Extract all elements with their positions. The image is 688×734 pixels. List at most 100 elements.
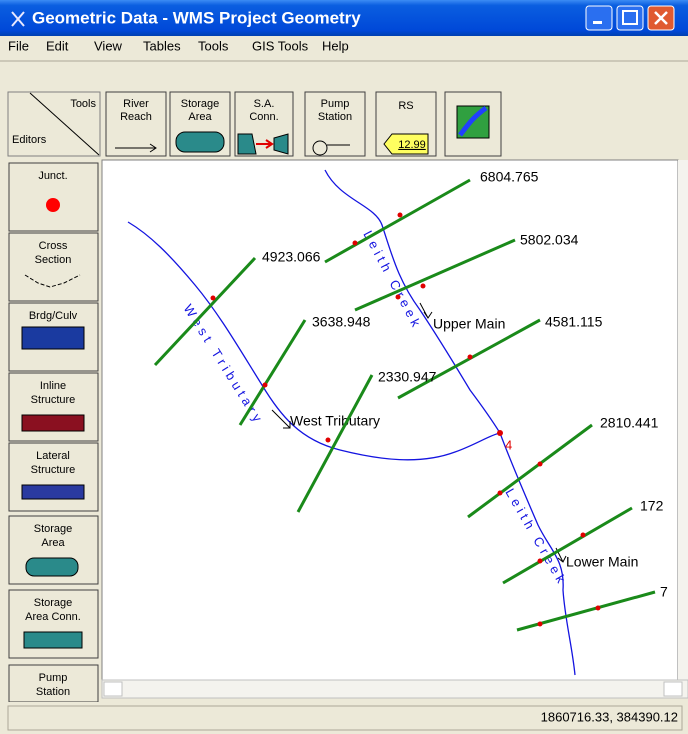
menu-item[interactable]: View xyxy=(94,38,123,53)
menu-item[interactable]: File xyxy=(8,38,29,53)
editor-label: Section xyxy=(35,254,72,266)
icon xyxy=(115,143,157,153)
bank-station xyxy=(595,605,601,611)
editor-label: Structure xyxy=(31,464,76,476)
reach-arrow xyxy=(271,409,291,429)
reach-label: Upper Main xyxy=(433,316,505,332)
bank-station xyxy=(262,382,268,388)
bank-station xyxy=(420,283,426,289)
editor-button[interactable] xyxy=(8,664,99,703)
h-scrollbar[interactable] xyxy=(101,679,688,699)
menu-item[interactable]: GIS Tools xyxy=(252,38,309,53)
maximize-button[interactable] xyxy=(616,5,644,31)
menu-item[interactable]: Edit xyxy=(46,38,69,53)
menu-bar: File Edit View Tables Tools GIS Tools Help xyxy=(8,38,349,53)
button-label: S.A. xyxy=(254,98,275,110)
maximize-glyph xyxy=(622,10,638,25)
scroll-right[interactable] xyxy=(663,681,683,697)
cross-section-label: 6804.765 xyxy=(480,169,539,185)
reach-label: Lower Main xyxy=(566,554,638,570)
cross-section xyxy=(296,374,374,513)
bank-station xyxy=(210,295,216,301)
button-label: Reach xyxy=(120,111,152,123)
cross-section xyxy=(324,178,471,264)
cross-section-label: 4581.115 xyxy=(545,314,603,330)
cross-section-label: 172 xyxy=(640,498,664,514)
map-canvas xyxy=(101,159,679,681)
bank-station xyxy=(395,294,401,300)
reach-arrow xyxy=(419,302,433,319)
editor-label: Junct. xyxy=(38,170,67,182)
bank-station xyxy=(537,461,543,467)
rs-tag xyxy=(383,133,429,155)
icon xyxy=(23,631,83,649)
diagonal xyxy=(29,92,100,156)
junction-label: 4 xyxy=(505,437,512,452)
icon xyxy=(21,484,85,500)
scroll-left[interactable] xyxy=(103,681,123,697)
editor-label: Inline xyxy=(40,380,66,392)
editor-label: Storage xyxy=(34,523,73,535)
v-scrollbar[interactable] xyxy=(678,160,688,680)
status-bar xyxy=(0,702,688,734)
cross-section-label: 2810.441 xyxy=(600,415,659,431)
button-label: River xyxy=(123,98,149,110)
editor-label: Station xyxy=(36,686,70,698)
window-buttons xyxy=(585,5,675,31)
button-label: Area xyxy=(188,111,212,123)
cross-section-label: 7 xyxy=(660,584,668,600)
river-west-tributary xyxy=(127,221,501,461)
button-label: Conn. xyxy=(249,111,278,123)
bank-station xyxy=(325,437,331,443)
bank-station xyxy=(497,490,503,496)
icon xyxy=(24,274,81,288)
window-title: Geometric Data - WMS Project Geometry xyxy=(32,8,361,27)
cross-section xyxy=(153,256,257,367)
button-label: Station xyxy=(318,111,352,123)
icon xyxy=(312,140,328,156)
editors-label: Editors xyxy=(12,134,47,146)
junction-node xyxy=(497,430,503,436)
tools-label: Tools xyxy=(70,98,96,110)
bank-station xyxy=(537,621,543,627)
menu-item[interactable]: Help xyxy=(322,38,349,53)
icon xyxy=(21,414,85,432)
toolbar-button[interactable] xyxy=(105,91,167,157)
close-glyph xyxy=(654,11,668,25)
editor-panel: Junct. Cross Section Brdg/Culv Inline Structu… xyxy=(8,162,99,703)
status-text: 1860716.33, 384390.12 xyxy=(541,709,678,724)
cross-section xyxy=(502,506,633,585)
app-icon xyxy=(11,11,25,27)
button-label: Pump xyxy=(321,98,350,110)
minimize-button[interactable] xyxy=(585,5,613,31)
bank-station xyxy=(580,532,586,538)
icon xyxy=(458,105,488,137)
menu-item[interactable]: Tables xyxy=(143,38,181,53)
editor-button[interactable] xyxy=(8,162,99,232)
cross-section xyxy=(238,319,307,426)
editor-label: Structure xyxy=(31,394,76,406)
bank-station xyxy=(537,558,543,564)
bank-station xyxy=(397,212,403,218)
bank-station xyxy=(467,354,473,360)
icon xyxy=(256,139,274,149)
editor-button[interactable] xyxy=(8,232,99,302)
bank-station xyxy=(352,240,358,246)
status-panel xyxy=(7,705,683,731)
cross-section-label: 3638.948 xyxy=(312,314,371,330)
editor-label: Lateral xyxy=(36,450,70,462)
menu-item[interactable]: Tools xyxy=(198,38,229,53)
editor-label: Cross xyxy=(39,240,68,252)
minimize-glyph xyxy=(593,21,602,24)
editor-label: Brdg/Culv xyxy=(29,310,78,322)
icon xyxy=(175,131,225,153)
button-label: RS xyxy=(398,100,413,112)
icon xyxy=(25,557,79,577)
editor-button[interactable] xyxy=(8,442,99,512)
editor-label: Pump xyxy=(39,672,68,684)
button-label: 12.99 xyxy=(398,139,426,151)
editor-label: Area Conn. xyxy=(25,611,81,623)
cross-section-label: 5802.034 xyxy=(520,232,579,248)
icon xyxy=(21,326,85,350)
